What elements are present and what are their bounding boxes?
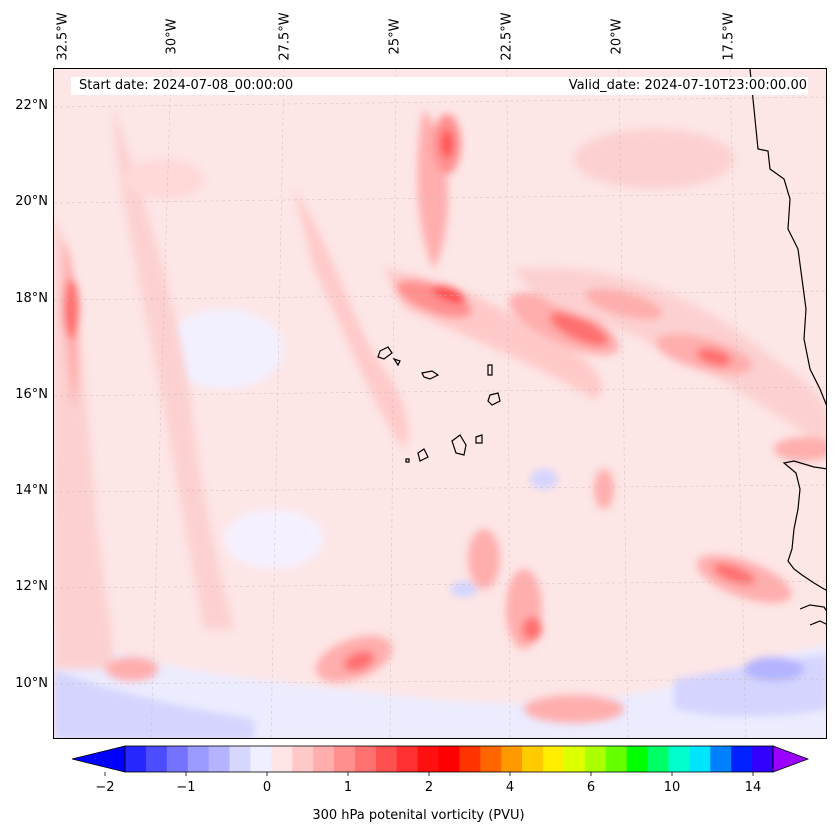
lat-label: 10°N: [15, 676, 48, 691]
colorbar-swatch: [480, 746, 502, 772]
colorbar-swatch: [710, 746, 732, 772]
valid-date-label: Valid_date: 2024-07-10T23:00:00.00: [568, 78, 807, 93]
lat-label: 12°N: [15, 579, 48, 594]
lat-label: 22°N: [15, 98, 48, 113]
graticule: [54, 69, 826, 738]
pv-map: [53, 68, 827, 739]
colorbar-swatch: [334, 746, 356, 772]
colorbar-swatch: [354, 746, 377, 772]
colorbar-swatch: [501, 746, 523, 772]
start-date-label: Start date: 2024-07-08_00:00:00: [79, 78, 294, 93]
colorbar-swatch: [647, 746, 669, 772]
colorbar-frame: [124, 745, 774, 773]
colorbar-swatch: [229, 746, 251, 772]
colorbar-tick-label: 4: [505, 780, 515, 795]
africa-coastline: [749, 69, 826, 626]
colorbar-swatch: [313, 746, 335, 772]
colorbar-swatch: [459, 746, 481, 772]
colorbar-tick-label: 1: [343, 780, 353, 795]
colorbar-swatch: [125, 746, 147, 772]
colorbar-swatch: [689, 746, 711, 772]
colorbar-swatch: [375, 746, 398, 772]
cape-verde-islands: [377, 346, 501, 463]
colorbar-swatch: [271, 746, 293, 772]
lat-label: 14°N: [15, 483, 48, 498]
colorbar-swatch: [396, 746, 419, 772]
colorbar-tick-label: −2: [95, 780, 115, 795]
colorbar-swatch: [145, 746, 168, 772]
colorbar-tick-label: 0: [262, 780, 272, 795]
colorbar-swatch: [292, 746, 314, 772]
header-band: [71, 77, 808, 95]
colorbar-swatch: [605, 746, 628, 772]
positive-pv-regions: [54, 109, 826, 723]
colorbar-swatch: [522, 746, 544, 772]
pv-field: [54, 69, 826, 738]
colorbar-swatch: [166, 746, 189, 772]
colorbar-swatch: [668, 746, 690, 772]
colorbar-extend-max: [772, 745, 810, 773]
colorbar-extend-min: [71, 745, 126, 773]
colorbar-label: 300 hPa potenital vorticity (PVU): [312, 808, 525, 823]
colorbar-tick-label: 14: [744, 780, 762, 795]
colorbar-swatch: [752, 746, 774, 772]
lon-label: 32.5°W: [55, 11, 71, 61]
lon-label: 20°W: [609, 18, 625, 54]
colorbar-swatch: [626, 746, 649, 772]
colorbar-swatch: [187, 746, 210, 772]
colorbar-tick-label: −1: [176, 780, 196, 795]
colorbar-tick-label: 6: [586, 780, 596, 795]
colorbar-tick-label: 10: [663, 780, 681, 795]
lon-label: 27.5°W: [277, 11, 293, 61]
lat-label: 18°N: [15, 291, 48, 306]
colorbar-tick-label: 2: [424, 780, 434, 795]
colorbar-swatch: [563, 746, 586, 772]
colorbar-swatch: [731, 746, 753, 772]
lat-label: 20°N: [15, 194, 48, 209]
colorbar-swatch: [208, 746, 231, 772]
colorbar-swatch: [584, 746, 607, 772]
colorbar-swatch: [250, 746, 272, 772]
colorbar-swatch: [417, 746, 440, 772]
lon-label: 30°W: [164, 18, 180, 54]
lon-label: 17.5°W: [721, 11, 737, 61]
lat-label: 16°N: [15, 387, 48, 402]
colorbar-swatch: [438, 746, 460, 772]
lon-label: 22.5°W: [499, 11, 515, 61]
lon-label: 25°W: [387, 18, 403, 54]
colorbar: [71, 745, 810, 776]
colorbar-swatch: [543, 746, 565, 772]
negative-pv-regions: [54, 309, 826, 738]
